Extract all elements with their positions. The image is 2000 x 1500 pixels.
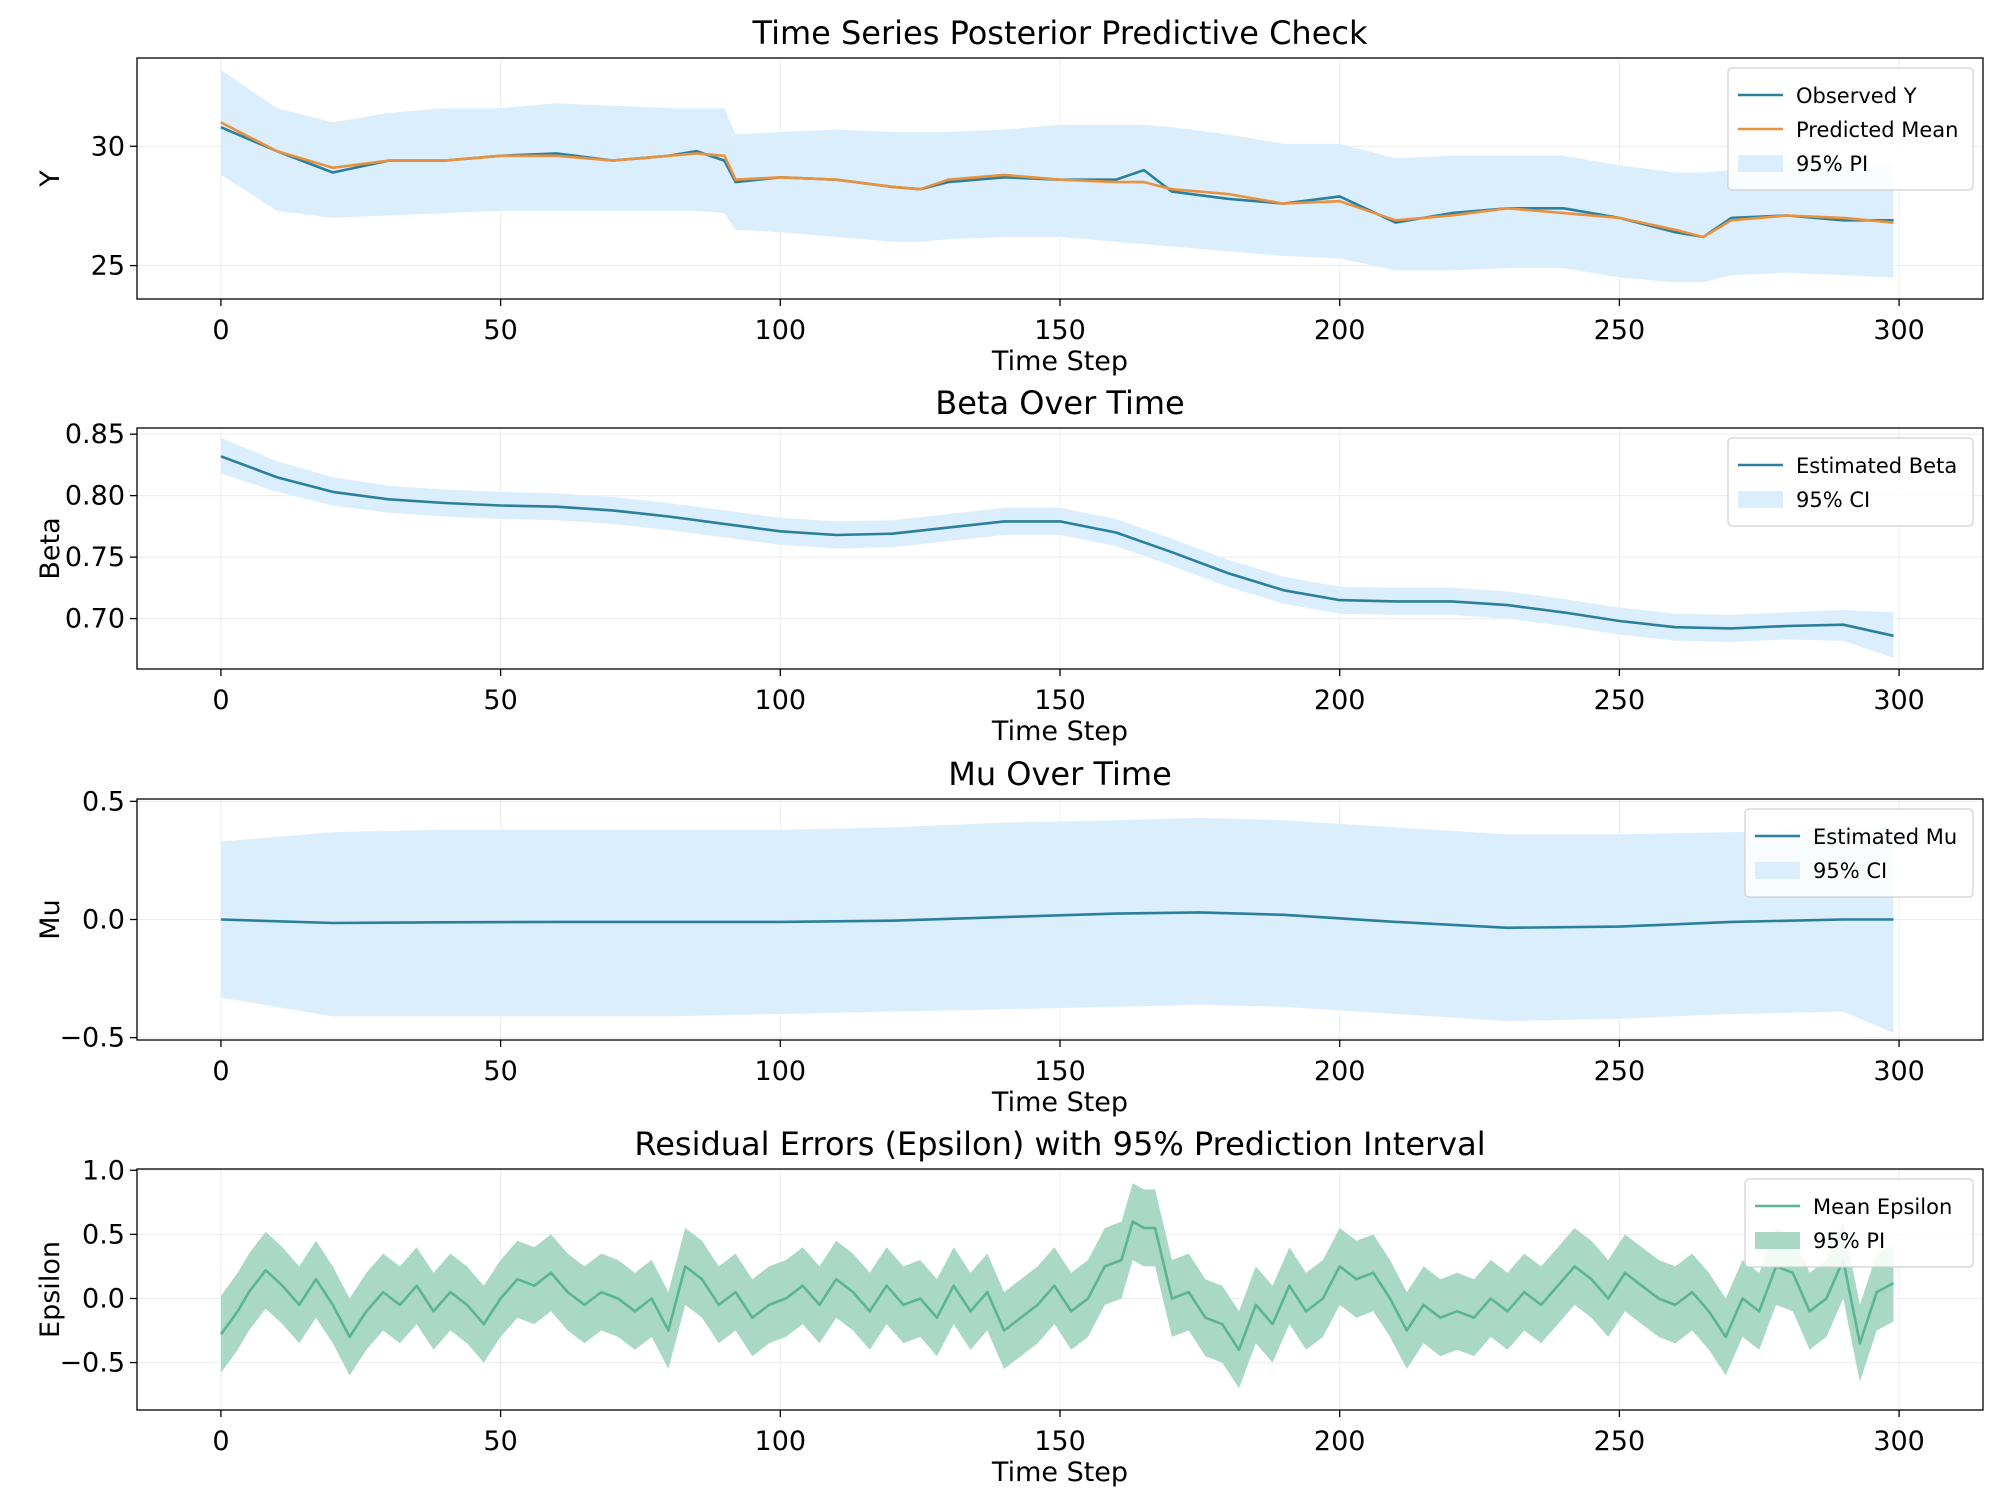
x-tick-label: 0 (212, 315, 229, 346)
x-tick-label: 200 (1314, 1426, 1366, 1457)
legend-label: 95% PI (1813, 1229, 1885, 1253)
chart-title: Time Series Posterior Predictive Check (752, 14, 1368, 52)
y-tick-label: 0.80 (65, 481, 125, 512)
series-line-predicted-mean (220, 121, 1894, 239)
x-tick-label: 50 (483, 315, 517, 346)
x-tick-label: 150 (1034, 1426, 1086, 1457)
legend-label: Mean Epsilon (1813, 1195, 1952, 1219)
legend: Estimated Beta 95% CI (1727, 437, 1974, 527)
band-95-pi (220, 1183, 1894, 1389)
x-axis-label: Time Step (991, 1087, 1128, 1118)
y-tick-label: 0.85 (65, 419, 125, 450)
legend-label: 95% CI (1796, 488, 1870, 512)
x-tick-label: 50 (483, 1426, 517, 1457)
legend-label: Estimated Beta (1796, 454, 1957, 478)
panel-1: 0 50 100 150 200 250 300 25 30 Time Series Poster… (35, 14, 1984, 377)
x-tick-label: 100 (755, 1056, 807, 1087)
x-tick-label: 150 (1034, 315, 1086, 346)
y-tick-label: 0.0 (82, 905, 125, 936)
x-tick-label: 150 (1034, 1056, 1086, 1087)
x-tick-label: 0 (212, 685, 229, 716)
x-tick-label: 250 (1594, 315, 1646, 346)
x-tick-label: 0 (212, 1056, 229, 1087)
y-tick-label: 0.70 (65, 604, 125, 635)
x-tick-label: 200 (1314, 315, 1366, 346)
x-axis-label: Time Step (991, 716, 1128, 747)
series-line-estimated-beta (220, 455, 1894, 638)
y-tick-label: −0.5 (59, 1348, 125, 1379)
legend-label: Predicted Mean (1796, 118, 1958, 142)
band-95-pi (220, 69, 1894, 283)
series-line-mean-epsilon (219, 1220, 1895, 1352)
x-tick-label: 250 (1594, 1056, 1646, 1087)
x-tick-label: 0 (212, 1426, 229, 1457)
legend-swatch (1755, 1232, 1800, 1249)
legend-box (1744, 1178, 1974, 1268)
y-tick-label: 0.75 (65, 542, 125, 573)
x-tick-label: 100 (755, 685, 807, 716)
x-tick-label: 300 (1873, 315, 1925, 346)
x-tick-label: 200 (1314, 1056, 1366, 1087)
legend-swatch (1755, 862, 1800, 879)
y-axis-label: Beta (35, 517, 66, 579)
chart-title: Beta Over Time (935, 384, 1184, 422)
panel-4: 0 50 100 150 200 250 300 −0.5 0.0 0.5 1.0 Residual … (35, 1125, 1984, 1488)
chart-title: Residual Errors (Epsilon) with 95% Predi… (634, 1125, 1485, 1163)
legend-swatch (1738, 491, 1783, 508)
legend-box (1727, 67, 1974, 191)
legend-box (1727, 437, 1974, 527)
y-axis-label: Mu (35, 899, 66, 939)
y-tick-label: 1.0 (82, 1155, 125, 1186)
y-axis-label: Y (35, 170, 66, 188)
x-axis-label: Time Step (991, 1457, 1128, 1488)
x-tick-label: 250 (1594, 1426, 1646, 1457)
y-tick-label: 0.5 (82, 786, 125, 817)
x-tick-label: 50 (483, 685, 517, 716)
band-95-ci (220, 437, 1894, 658)
x-tick-label: 250 (1594, 685, 1646, 716)
chart-title: Mu Over Time (948, 755, 1172, 793)
band-95-ci (220, 817, 1894, 1033)
panel-2: 0 50 100 150 200 250 300 0.70 0.75 0.80 0.85 Beta O… (35, 384, 1984, 747)
legend-label: Observed Y (1796, 84, 1917, 108)
x-tick-label: 100 (755, 1426, 807, 1457)
x-tick-label: 300 (1873, 1426, 1925, 1457)
y-tick-label: 30 (91, 131, 125, 162)
y-tick-label: −0.5 (59, 1023, 125, 1054)
x-tick-label: 300 (1873, 685, 1925, 716)
legend: Mean Epsilon 95% PI (1744, 1178, 1974, 1268)
legend-box (1744, 808, 1974, 898)
y-tick-label: 0.5 (82, 1219, 125, 1250)
legend-label: 95% CI (1813, 859, 1887, 883)
y-axis-label: Epsilon (35, 1241, 66, 1338)
y-tick-label: 0.0 (82, 1283, 125, 1314)
panel-3: 0 50 100 150 200 250 300 −0.5 0.0 0.5 Mu Over Time… (35, 755, 1984, 1118)
x-tick-label: 300 (1873, 1056, 1925, 1087)
x-tick-label: 50 (483, 1056, 517, 1087)
x-tick-label: 100 (755, 315, 807, 346)
legend: Observed Y Predicted Mean 95% PI (1727, 67, 1974, 191)
series-line-estimated-mu (220, 911, 1894, 930)
legend-label: Estimated Mu (1813, 825, 1957, 849)
x-tick-label: 200 (1314, 685, 1366, 716)
x-axis-label: Time Step (991, 346, 1128, 377)
legend: Estimated Mu 95% CI (1744, 808, 1974, 898)
y-tick-label: 25 (91, 251, 125, 282)
legend-label: 95% PI (1796, 152, 1868, 176)
x-tick-label: 150 (1034, 685, 1086, 716)
legend-swatch (1738, 155, 1783, 172)
